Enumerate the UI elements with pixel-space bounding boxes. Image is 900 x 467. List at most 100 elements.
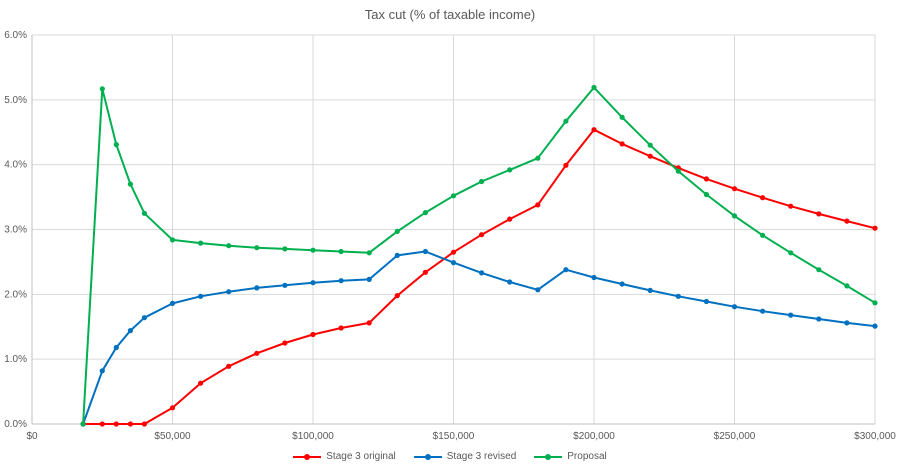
legend-marker-line-dot-icon: [293, 455, 322, 458]
data-point-marker: [647, 142, 653, 148]
data-point-marker: [816, 267, 822, 273]
data-point-marker: [563, 118, 569, 124]
x-axis-tick-label: $200,000: [573, 431, 615, 442]
data-point-marker: [254, 245, 260, 251]
x-axis-tick-label: $300,000: [854, 431, 896, 442]
data-point-marker: [535, 202, 541, 208]
data-point-marker: [479, 270, 485, 276]
series-line-proposal: [82, 86, 876, 425]
chart-title: Tax cut (% of taxable income): [364, 7, 536, 22]
data-point-marker: [310, 331, 316, 338]
data-point-marker: [127, 328, 133, 334]
data-point-marker: [169, 405, 176, 411]
x-axis-tick-label: $100,000: [292, 431, 334, 442]
data-point-marker: [366, 276, 372, 282]
series-line-stage-3-revised: [82, 250, 876, 425]
data-point-marker: [760, 195, 766, 201]
data-point-marker: [127, 181, 133, 187]
x-axis-tick-label: $50,000: [154, 431, 191, 442]
data-point-marker: [844, 283, 850, 289]
x-axis-tick-label: $0: [26, 431, 38, 442]
data-point-marker: [703, 191, 710, 198]
legend: Stage 3 original Stage 3 revised Proposa…: [0, 451, 900, 462]
data-point-marker: [310, 280, 316, 286]
data-point-marker: [619, 141, 625, 147]
y-axis-tick-label: 6.0%: [4, 30, 27, 41]
data-point-marker: [507, 216, 513, 222]
data-point-marker: [99, 368, 105, 374]
data-point-marker: [99, 421, 105, 427]
data-point-marker: [563, 162, 569, 168]
data-point-marker: [338, 325, 344, 331]
legend-marker-line-dot-icon: [534, 455, 563, 458]
data-point-marker: [422, 248, 428, 255]
data-point-marker: [647, 153, 653, 159]
data-point-marker: [282, 340, 288, 346]
data-point-marker: [872, 300, 878, 306]
data-point-marker: [788, 250, 794, 256]
series-line-stage-3-original: [82, 128, 876, 425]
data-point-marker: [563, 267, 569, 273]
y-axis-tick-label: 2.0%: [4, 289, 27, 300]
legend-label-stage-3-original: Stage 3 original: [326, 451, 396, 462]
data-point-marker: [479, 232, 485, 238]
data-point-marker: [760, 232, 766, 238]
data-point-marker: [141, 315, 147, 321]
data-point-marker: [394, 252, 400, 258]
data-point-marker: [591, 274, 597, 281]
data-point-marker: [99, 86, 105, 92]
legend-item-stage-3-revised: Stage 3 revised: [413, 451, 516, 462]
data-point-marker: [366, 250, 372, 256]
data-point-marker: [591, 127, 597, 133]
data-point-marker: [282, 282, 288, 288]
data-point-marker: [254, 350, 260, 356]
data-point-marker: [226, 243, 232, 249]
data-point-marker: [479, 178, 485, 185]
data-point-marker: [535, 287, 541, 293]
data-point-marker: [394, 293, 400, 299]
data-point-marker: [198, 380, 204, 386]
data-point-marker: [731, 304, 738, 310]
y-axis-tick-label: 3.0%: [4, 225, 27, 236]
legend-item-stage-3-original: Stage 3 original: [293, 451, 396, 462]
data-point-marker: [450, 260, 457, 266]
data-point-marker: [591, 84, 597, 91]
data-point-marker: [647, 287, 653, 293]
data-point-marker: [282, 246, 288, 252]
data-point-marker: [844, 320, 850, 326]
data-point-marker: [113, 344, 119, 351]
data-point-marker: [788, 312, 794, 318]
data-point-marker: [80, 421, 86, 427]
data-point-marker: [113, 142, 119, 148]
data-point-marker: [394, 228, 400, 234]
data-point-marker: [169, 300, 176, 306]
data-point-marker: [422, 210, 428, 216]
data-point-marker: [310, 247, 316, 253]
data-point-marker: [450, 193, 457, 199]
x-axis-tick-label: $250,000: [714, 431, 756, 442]
data-point-marker: [703, 176, 710, 182]
data-point-marker: [366, 320, 372, 326]
data-point-marker: [760, 308, 766, 314]
y-axis-tick-label: 0.0%: [4, 419, 27, 430]
data-point-marker: [703, 298, 710, 305]
data-point-marker: [169, 237, 176, 243]
data-point-marker: [816, 211, 822, 217]
data-point-marker: [113, 421, 119, 427]
data-point-marker: [507, 167, 513, 173]
y-axis-tick-label: 1.0%: [4, 354, 27, 365]
x-axis-tick-label: $150,000: [433, 431, 475, 442]
data-point-marker: [198, 240, 204, 246]
data-point-marker: [872, 323, 878, 329]
data-point-marker: [507, 279, 513, 285]
data-point-marker: [450, 249, 457, 255]
data-point-marker: [141, 421, 147, 427]
data-point-marker: [619, 281, 625, 287]
data-point-marker: [619, 114, 625, 120]
data-point-marker: [141, 210, 147, 216]
legend-label-proposal: Proposal: [567, 451, 607, 462]
data-point-marker: [872, 225, 878, 231]
data-point-marker: [422, 269, 428, 275]
